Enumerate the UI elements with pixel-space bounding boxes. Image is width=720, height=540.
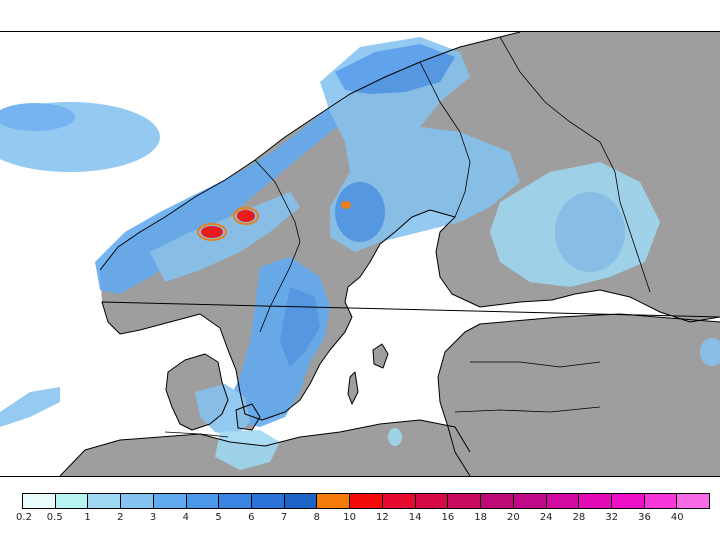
land-gotland bbox=[373, 344, 388, 368]
legend-swatch bbox=[546, 494, 580, 508]
precip-area-east-edge bbox=[700, 338, 720, 366]
coastline-baltics bbox=[437, 313, 720, 476]
precip-area-finland-core bbox=[555, 192, 625, 272]
legend-swatch bbox=[186, 494, 220, 508]
legend-tick-label: 0.5 bbox=[46, 512, 63, 523]
legend-tick-label: 6 bbox=[248, 512, 255, 523]
legend-swatch bbox=[284, 494, 318, 508]
legend-swatch bbox=[55, 494, 89, 508]
legend-swatch bbox=[513, 494, 547, 508]
legend-swatch bbox=[579, 494, 612, 508]
legend-tick-label: 7 bbox=[280, 512, 288, 523]
legend-tick-label: 12 bbox=[376, 512, 389, 523]
legend-swatch bbox=[121, 494, 154, 508]
legend-swatch bbox=[153, 494, 187, 508]
legend-tick-label: 28 bbox=[572, 512, 586, 523]
legend-tick-label: 18 bbox=[474, 512, 488, 523]
color-scale-legend bbox=[22, 493, 710, 509]
legend-swatch bbox=[350, 494, 383, 508]
border-sweden-finland bbox=[419, 61, 471, 218]
legend-swatch bbox=[317, 494, 351, 508]
precip-cell-heavy-2 bbox=[237, 210, 255, 222]
legend-tick-label: 3 bbox=[149, 512, 157, 523]
legend-swatch bbox=[252, 494, 285, 508]
color-scale-labels: 0.2 0.5 1 2 3 4 5 6 7 8 10 12 14 16 18 20 24 28 32 36 40 bbox=[16, 511, 710, 525]
border-estonia-latvia bbox=[470, 361, 601, 368]
legend-swatch bbox=[611, 494, 645, 508]
legend-tick-label: 24 bbox=[539, 512, 553, 523]
legend-tick-label: 40 bbox=[670, 512, 684, 523]
precipitation-layer bbox=[0, 37, 720, 470]
precip-cell-heavy-1 bbox=[201, 226, 223, 238]
legend-swatch bbox=[23, 494, 56, 508]
legend-swatch bbox=[219, 494, 253, 508]
legend-tick-label: 4 bbox=[182, 512, 189, 523]
legend-tick-label: 20 bbox=[507, 512, 520, 523]
coastline-layer bbox=[59, 32, 720, 476]
precip-area-norway-coast bbox=[95, 62, 410, 294]
legend-tick-label: 1 bbox=[84, 512, 91, 523]
precip-area-germany bbox=[215, 430, 280, 470]
legend-swatch bbox=[415, 494, 449, 508]
legend-swatch bbox=[382, 494, 416, 508]
precip-area-north-sweden bbox=[335, 182, 385, 242]
precip-area-estonia bbox=[388, 428, 402, 446]
legend-tick-label: 0.2 bbox=[16, 512, 32, 523]
legend-tick-label: 36 bbox=[638, 512, 651, 523]
precip-cell-medium bbox=[341, 201, 351, 209]
legend-swatch bbox=[88, 494, 122, 508]
legend-tick-label: 5 bbox=[215, 512, 222, 523]
precipitation-map bbox=[0, 31, 720, 477]
coastline-gotland bbox=[372, 343, 389, 369]
border-latvia-lithuania bbox=[454, 406, 601, 413]
legend-swatch bbox=[644, 494, 678, 508]
precip-area-lapland-core bbox=[335, 44, 455, 94]
legend-tick-label: 2 bbox=[117, 512, 124, 523]
legend-tick-label: 16 bbox=[441, 512, 455, 523]
land-baltics bbox=[438, 314, 720, 476]
coastline-oland bbox=[347, 371, 359, 405]
precip-cell-heavy-1-outline bbox=[197, 223, 227, 241]
legend-swatch bbox=[481, 494, 514, 508]
coastline-zealand bbox=[235, 403, 261, 431]
border-finland-russia bbox=[499, 36, 651, 293]
precip-area-denmark bbox=[195, 384, 250, 437]
legend-tick-label: 8 bbox=[313, 512, 321, 523]
coastline-denmark bbox=[165, 353, 229, 431]
legend-tick-label: 14 bbox=[408, 512, 422, 523]
legend-swatch bbox=[677, 494, 710, 508]
legend-swatch bbox=[448, 494, 482, 508]
precip-area-north-sea-core bbox=[0, 103, 75, 131]
precip-cell-heavy-2-outline bbox=[233, 207, 259, 225]
legend-tick-label: 32 bbox=[605, 512, 619, 523]
precip-area-west-strip bbox=[0, 387, 60, 427]
border-norway-sweden bbox=[254, 159, 301, 333]
coastline-continent bbox=[59, 419, 471, 476]
precip-area-norway-inner bbox=[150, 192, 300, 282]
coastline-scandinavia bbox=[99, 32, 720, 421]
legend-tick-label: 10 bbox=[343, 512, 356, 523]
